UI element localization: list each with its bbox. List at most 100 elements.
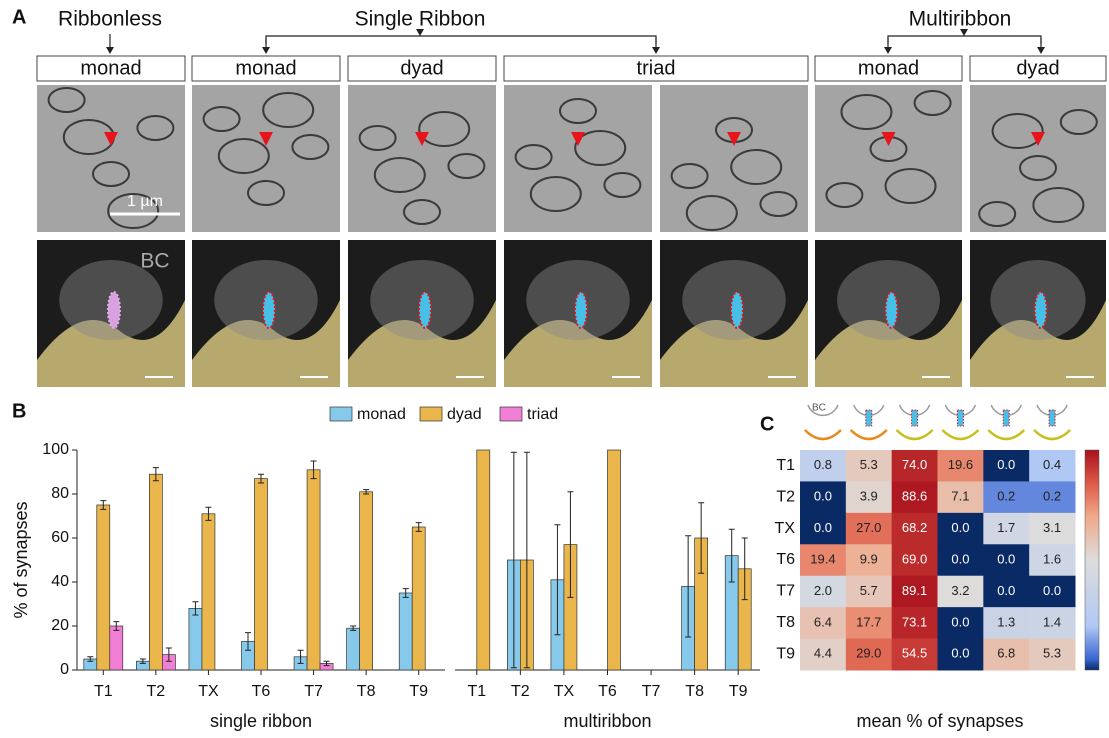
legend-label: dyad: [447, 406, 482, 423]
cell-label: 3.2: [951, 583, 969, 598]
cell-label: 0.0: [951, 646, 969, 661]
render-ribbon: [731, 292, 743, 328]
cell-label: 5.3: [1043, 646, 1061, 661]
icon-ribbon: [957, 410, 963, 426]
cell-label: 3.9: [860, 489, 878, 504]
cell-label: 6.8: [997, 646, 1015, 661]
column-label: monad: [80, 57, 141, 79]
panel-label: B: [12, 400, 26, 422]
column-label: monad: [235, 57, 296, 79]
arrowhead: [416, 29, 424, 36]
em-image: [970, 85, 1106, 232]
icon-dendrite: [851, 430, 887, 439]
cell-label: 9.9: [860, 551, 878, 566]
cell-label: 1.6: [1043, 551, 1061, 566]
render-ribbon: [1035, 292, 1047, 328]
x-tick-label: TX: [198, 683, 219, 700]
cell-label: 27.0: [856, 520, 881, 535]
cell-label: 0.2: [1043, 489, 1061, 504]
icon-ribbon: [1049, 410, 1055, 426]
arrowhead: [652, 47, 660, 54]
x-tick-label: T9: [409, 683, 428, 700]
render-ribbon: [575, 292, 587, 328]
cell-label: 54.5: [902, 646, 927, 661]
icon-dendrite: [988, 430, 1024, 439]
icon-ribbon: [912, 410, 918, 426]
bar: [149, 474, 162, 670]
cell-label: 74.0: [902, 457, 927, 472]
cell-label: 19.4: [810, 551, 835, 566]
row-label: T9: [776, 646, 795, 663]
legend-label: triad: [527, 406, 558, 423]
x-axis-label: mean % of synapses: [856, 711, 1023, 731]
row-label: T2: [776, 488, 795, 505]
icon-ribbon: [866, 410, 872, 426]
row-label: T8: [776, 614, 795, 631]
x-tick-label: T6: [252, 683, 271, 700]
bar: [608, 450, 621, 670]
render-ribbon: [419, 292, 431, 328]
cell-label: 1.3: [997, 614, 1015, 629]
cell-label: 89.1: [902, 583, 927, 598]
figure: A RibbonlessSingle RibbonMultiribbonmona…: [0, 0, 1109, 738]
icon-dendrite: [897, 430, 933, 439]
y-tick-label: 0: [60, 661, 69, 678]
y-axis-label: % of synapses: [11, 501, 31, 618]
cell-label: 88.6: [902, 489, 927, 504]
y-tick-label: 20: [51, 617, 69, 634]
cell-label: 5.3: [860, 457, 878, 472]
cell-label: 0.0: [997, 457, 1015, 472]
render-ribbon: [885, 292, 897, 328]
bracket: [266, 36, 656, 44]
legend-swatch: [330, 407, 352, 421]
cell-label: 7.1: [951, 489, 969, 504]
bar: [399, 593, 412, 670]
x-tick-label: T8: [685, 683, 704, 700]
group-label: Multiribbon: [909, 8, 1012, 31]
cell-label: 0.2: [997, 489, 1015, 504]
bar: [255, 479, 268, 670]
icon-ribbon: [1003, 410, 1009, 426]
y-tick-label: 40: [51, 573, 69, 590]
y-tick-label: 80: [51, 485, 69, 502]
x-tick-label: T7: [642, 683, 661, 700]
arrowhead: [262, 47, 270, 54]
legend-swatch: [420, 407, 442, 421]
cell-label: 73.1: [902, 614, 927, 629]
cell-label: 5.7: [860, 583, 878, 598]
cell-label: 4.4: [814, 646, 832, 661]
x-tick-label: T1: [94, 683, 113, 700]
x-axis-label: multiribbon: [563, 711, 651, 731]
x-tick-label: T8: [357, 683, 376, 700]
cell-label: 0.0: [951, 551, 969, 566]
cell-label: 3.1: [1043, 520, 1061, 535]
column-label: dyad: [400, 57, 443, 79]
cell-label: 1.7: [997, 520, 1015, 535]
cell-label: 17.7: [856, 614, 881, 629]
arrowhead: [960, 29, 968, 36]
x-tick-label: T2: [511, 683, 530, 700]
scale-label: 1 µm: [127, 193, 163, 210]
bar: [360, 492, 373, 670]
cell-label: 0.0: [997, 551, 1015, 566]
column-label: triad: [637, 57, 676, 79]
bar: [412, 527, 425, 670]
bar: [97, 505, 110, 670]
column-label: monad: [858, 57, 919, 79]
cell-label: 2.0: [814, 583, 832, 598]
arrowhead: [884, 47, 892, 54]
icon-dendrite: [1034, 430, 1070, 439]
x-tick-label: T2: [147, 683, 166, 700]
cell-label: 0.4: [1043, 457, 1061, 472]
legend-swatch: [500, 407, 522, 421]
cell-label: 19.6: [948, 457, 973, 472]
bar: [307, 470, 320, 670]
colorbar: [1085, 450, 1099, 670]
x-axis-label: single ribbon: [210, 711, 312, 731]
cell-label: 0.0: [951, 520, 969, 535]
arrowhead: [1037, 47, 1045, 54]
em-image: [504, 85, 652, 232]
row-label: T1: [776, 457, 795, 474]
group-label: Ribbonless: [58, 8, 162, 31]
em-image: [348, 85, 496, 232]
